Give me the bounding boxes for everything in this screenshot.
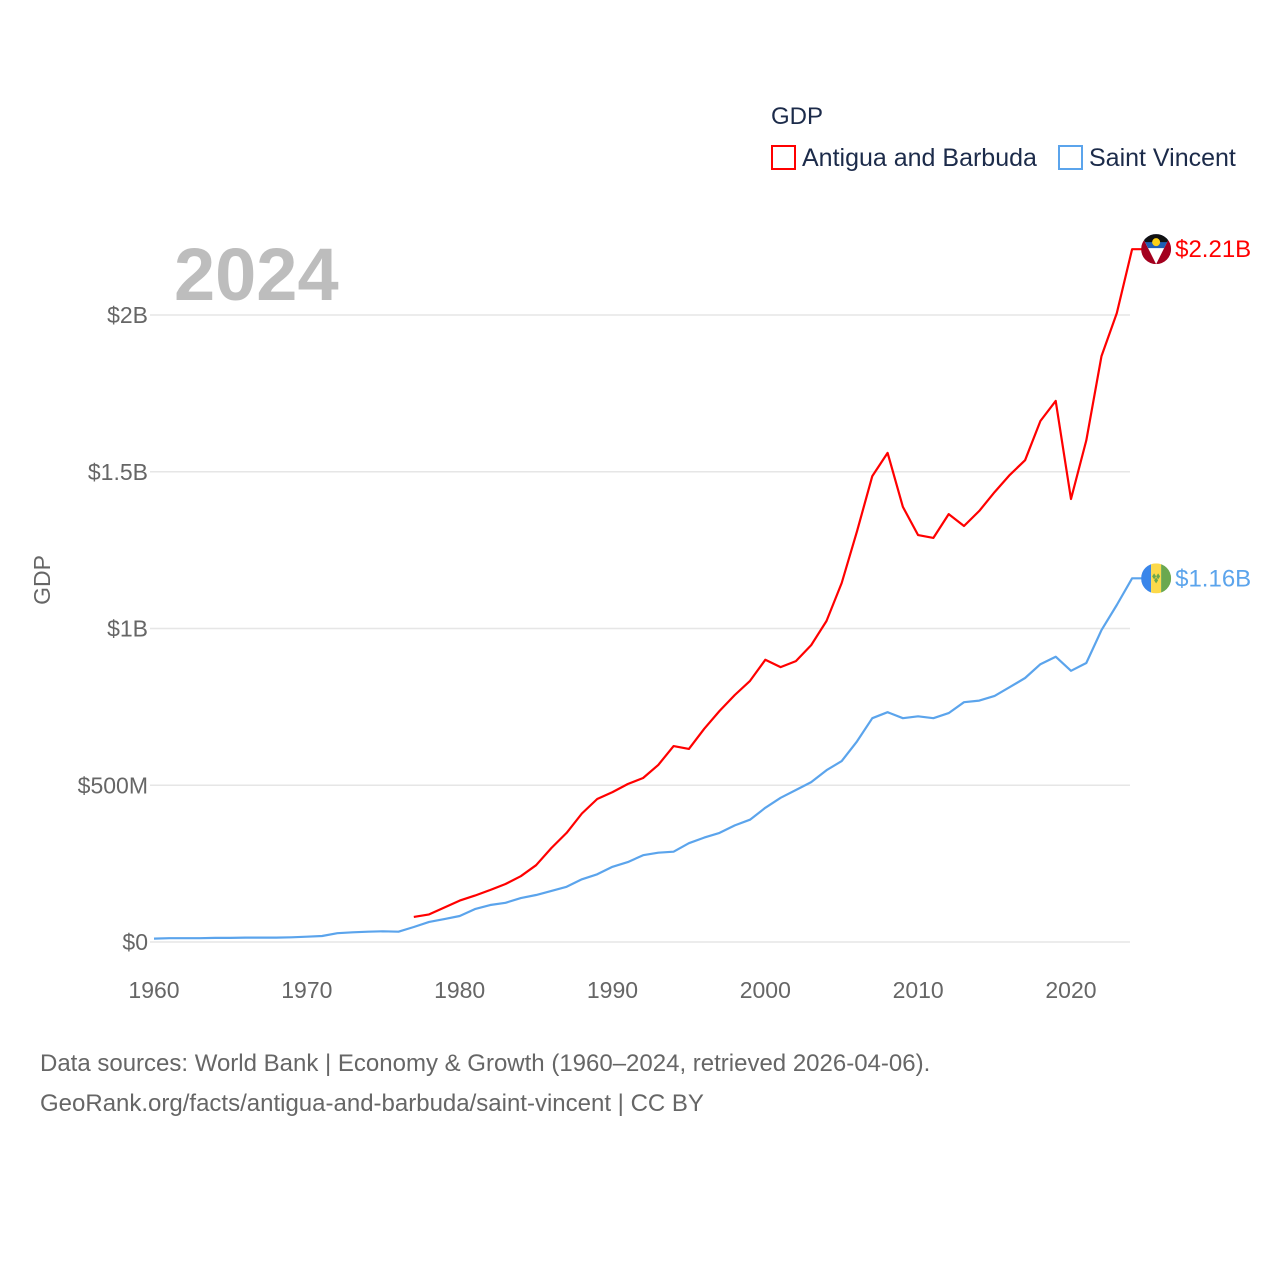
y-tick-label: $500M	[78, 772, 148, 798]
legend-label-antigua[interactable]: Antigua and Barbuda	[802, 144, 1037, 172]
legend-swatch-saint-vincent[interactable]	[1058, 145, 1083, 170]
x-tick-label: 2010	[893, 977, 944, 1003]
y-tick-label: $1B	[107, 616, 148, 642]
x-tick-label: 1990	[587, 977, 638, 1003]
data-sources-text: Data sources: World Bank | Economy & Gro…	[40, 1050, 931, 1077]
year-label: 2024	[174, 233, 339, 316]
saint-vincent-flag-icon	[1141, 563, 1172, 594]
y-axis-ticks: $0 $500M $1B $1.5B $2B	[78, 302, 148, 955]
gridlines	[150, 314, 1130, 943]
series-lines	[153, 248, 1143, 940]
footer: Data sources: World Bank | Economy & Gro…	[40, 1044, 930, 1124]
x-axis-ticks: 1960 1970 1980 1990 2000 2010 2020	[128, 977, 1096, 1003]
end-value-label: $2.21B	[1175, 236, 1251, 263]
x-tick-label: 2000	[740, 977, 791, 1003]
series-end-labels: $2.21B $1.16B	[1141, 234, 1251, 594]
x-tick-label: 1980	[434, 977, 485, 1003]
legend-swatch-antigua[interactable]	[771, 145, 796, 170]
x-tick-label: 2020	[1045, 977, 1096, 1003]
source-link[interactable]: GeoRank.org/facts/antigua-and-barbuda/sa…	[40, 1090, 704, 1117]
y-axis-label: GDP	[29, 555, 55, 605]
y-tick-label: $0	[122, 929, 148, 955]
x-tick-label: 1960	[128, 977, 179, 1003]
legend-title: GDP	[771, 103, 823, 130]
legend-label-saint-vincent[interactable]: Saint Vincent	[1089, 144, 1236, 172]
y-tick-label: $1.5B	[88, 459, 148, 485]
y-tick-label: $2B	[107, 302, 148, 328]
end-value-label: $1.16B	[1175, 565, 1251, 592]
series-line-antigua	[413, 248, 1143, 918]
antigua-flag-icon	[1141, 234, 1172, 265]
legend: GDP Antigua and Barbuda Saint Vincent	[771, 103, 1236, 172]
x-tick-label: 1970	[281, 977, 332, 1003]
gdp-line-chart: $0 $500M $1B $1.5B $2B 1960 1970 1980 1990 2000 2…	[29, 103, 1251, 1003]
series-line-saint-vincent	[153, 577, 1143, 940]
